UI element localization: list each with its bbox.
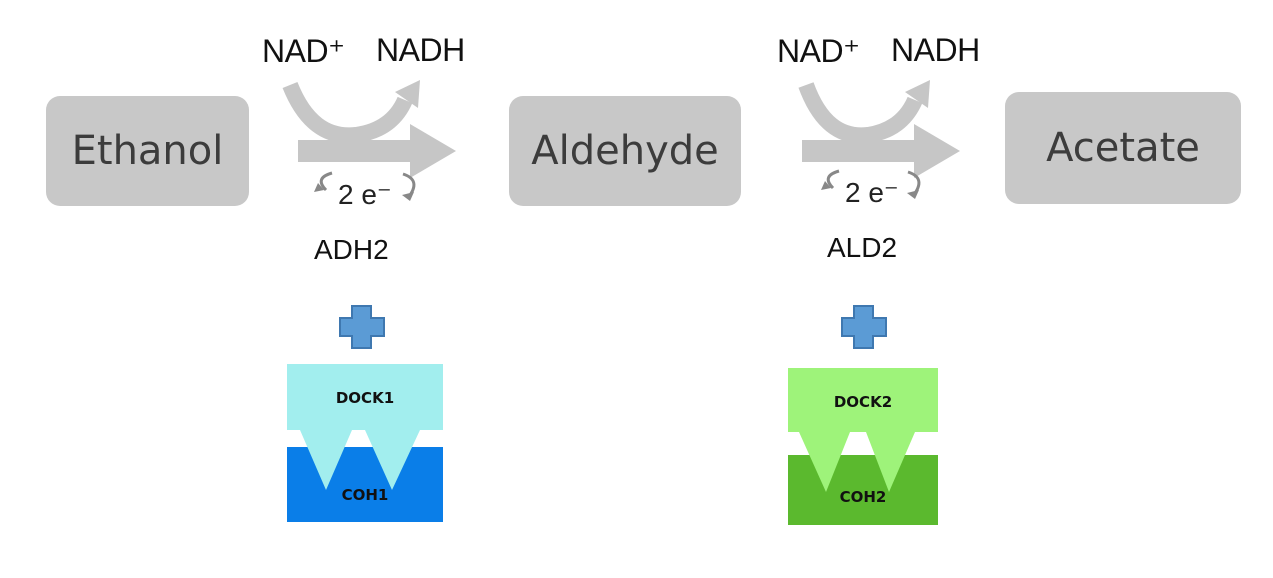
dock2-label: DOCK2 (788, 393, 938, 411)
nadh-label-2: NADH (891, 32, 980, 69)
dock1-label: DOCK1 (287, 389, 443, 407)
aldehyde-box: Aldehyde (509, 96, 741, 206)
cofactor-arrow-1 (290, 80, 420, 135)
coh1-label: COH1 (287, 486, 443, 504)
acetate-box: Acetate (1005, 92, 1241, 204)
nad-label-2: NAD⁺ (777, 32, 859, 70)
nad-label-1: NAD⁺ (262, 32, 344, 70)
coh2-label: COH2 (788, 488, 938, 506)
electrons-label-1: 2 e⁻ (338, 178, 392, 211)
cofactor-arrow-2 (806, 80, 930, 135)
aldehyde-label: Aldehyde (531, 128, 719, 174)
plus-icon-2 (842, 306, 886, 348)
coh1-block (287, 447, 443, 522)
enzyme-label-adh2: ADH2 (314, 234, 389, 266)
plus-icon-1 (340, 306, 384, 348)
ethanol-box: Ethanol (46, 96, 249, 206)
electrons-label-2: 2 e⁻ (845, 176, 899, 209)
acetate-label: Acetate (1046, 125, 1200, 171)
enzyme-label-ald2: ALD2 (827, 232, 897, 264)
ethanol-label: Ethanol (72, 128, 224, 174)
nadh-label-1: NADH (376, 32, 465, 69)
